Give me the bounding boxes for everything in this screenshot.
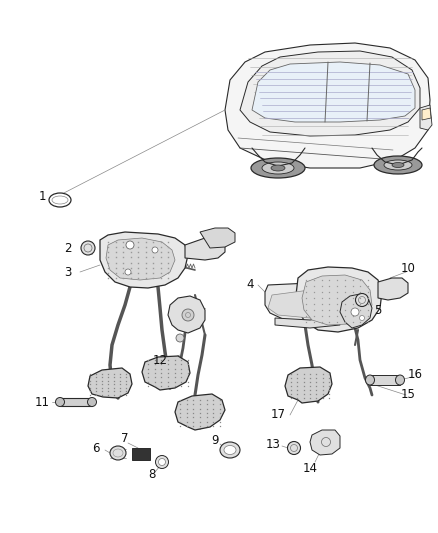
Text: 11: 11 (35, 395, 49, 408)
Polygon shape (185, 238, 225, 260)
Polygon shape (132, 448, 150, 460)
Ellipse shape (360, 316, 364, 320)
Polygon shape (296, 267, 382, 332)
Text: 12: 12 (152, 353, 167, 367)
Ellipse shape (392, 163, 404, 167)
Ellipse shape (159, 458, 166, 465)
Ellipse shape (224, 446, 236, 455)
Text: 8: 8 (148, 469, 155, 481)
Polygon shape (240, 51, 420, 136)
Ellipse shape (152, 247, 158, 253)
Ellipse shape (220, 442, 240, 458)
Text: 15: 15 (401, 389, 415, 401)
Polygon shape (275, 316, 340, 328)
Ellipse shape (351, 308, 359, 316)
Ellipse shape (287, 441, 300, 455)
Ellipse shape (356, 294, 368, 306)
Text: 14: 14 (303, 462, 318, 474)
Polygon shape (175, 394, 225, 430)
Polygon shape (422, 108, 431, 120)
Text: 6: 6 (92, 441, 100, 455)
Polygon shape (142, 356, 190, 390)
Ellipse shape (81, 241, 95, 255)
Ellipse shape (155, 456, 169, 469)
Ellipse shape (88, 398, 96, 407)
Ellipse shape (365, 375, 374, 385)
Text: 1: 1 (38, 190, 46, 203)
Ellipse shape (182, 309, 194, 321)
Ellipse shape (126, 241, 134, 249)
Text: 16: 16 (407, 368, 423, 382)
Text: 5: 5 (374, 303, 381, 317)
Ellipse shape (384, 160, 412, 170)
Polygon shape (310, 430, 340, 455)
Polygon shape (88, 368, 132, 398)
Polygon shape (265, 283, 345, 322)
Polygon shape (200, 228, 235, 248)
Polygon shape (60, 398, 92, 406)
Polygon shape (302, 275, 372, 325)
Polygon shape (370, 375, 400, 385)
Polygon shape (252, 62, 415, 122)
Text: 13: 13 (265, 439, 280, 451)
Ellipse shape (251, 158, 305, 178)
Ellipse shape (56, 398, 64, 407)
Polygon shape (106, 238, 175, 280)
Text: 17: 17 (271, 408, 286, 422)
Polygon shape (225, 43, 430, 168)
Ellipse shape (125, 269, 131, 275)
Text: 9: 9 (211, 433, 219, 447)
Text: 10: 10 (401, 262, 415, 274)
Text: 2: 2 (64, 241, 72, 254)
Text: 3: 3 (64, 265, 72, 279)
Ellipse shape (110, 446, 126, 460)
Text: 7: 7 (121, 432, 129, 445)
Ellipse shape (176, 334, 184, 342)
Polygon shape (100, 232, 188, 288)
Polygon shape (268, 290, 340, 318)
Text: 4: 4 (246, 279, 254, 292)
Polygon shape (378, 278, 408, 300)
Polygon shape (168, 296, 205, 333)
Polygon shape (340, 294, 372, 328)
Ellipse shape (262, 162, 294, 174)
Ellipse shape (271, 165, 285, 171)
Polygon shape (285, 367, 332, 403)
Ellipse shape (374, 156, 422, 174)
Ellipse shape (49, 193, 71, 207)
Ellipse shape (396, 375, 405, 385)
Polygon shape (420, 105, 432, 130)
